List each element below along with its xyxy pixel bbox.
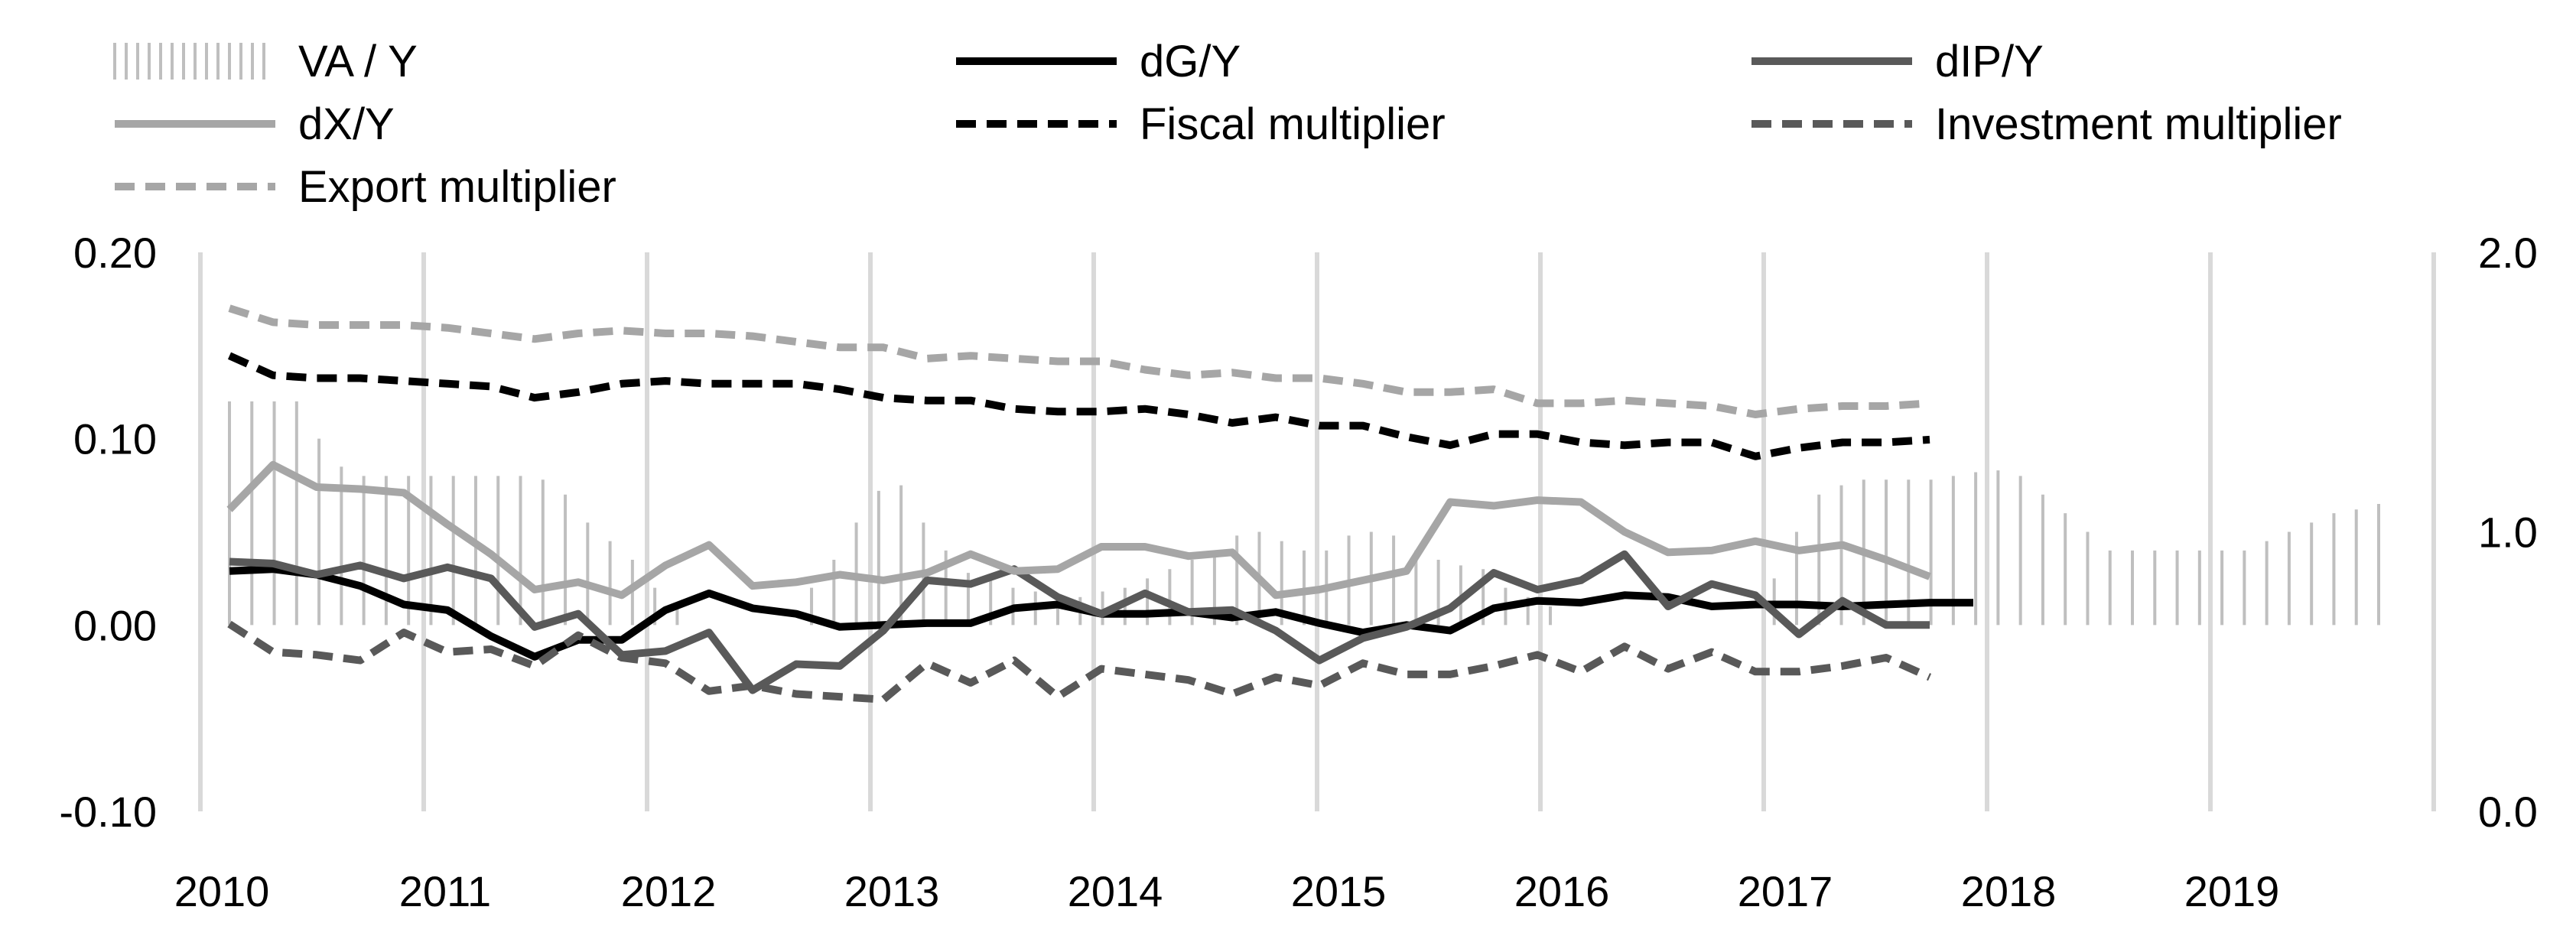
legend-label: Investment multiplier [1935,99,2342,149]
x-axis-tick-label: 2019 [2184,867,2280,915]
right-axis-tick-label: 0.0 [2478,788,2538,836]
legend-item: Fiscal multiplier [956,99,1446,149]
legend-item: VA / Y [113,37,418,86]
x-axis-tick-label: 2013 [844,867,940,915]
x-axis-tick-label: 2010 [174,867,270,915]
legend-label: dIP/Y [1935,37,2044,86]
x-axis-tick-label: 2015 [1291,867,1387,915]
left-axis-tick-label: 0.10 [73,415,157,463]
legend-item: Investment multiplier [1751,99,2342,149]
axes: -0.10 0.00 0.10 0.20 0.0 1.0 2.0 2010 2011 2012 20… [59,229,2538,915]
x-axis-tick-label: 2012 [621,867,717,915]
dx-y-line [226,460,1931,600]
legend-item: dG/Y [956,37,1241,86]
grid-layer [198,252,2436,811]
legend-label: VA / Y [298,37,418,86]
fiscal-multiplier-line [227,352,1930,460]
legend-label: dX/Y [298,99,395,149]
dip-y-line [229,550,1930,694]
right-axis-tick-label: 2.0 [2478,229,2538,277]
legend-label: Export multiplier [298,162,616,212]
export-multiplier-line [228,304,1930,418]
left-axis-tick-label: -0.10 [59,788,157,836]
legend-label: Fiscal multiplier [1140,99,1446,149]
legend: VA / Y dG/Y dIP/Y dX/Y Fiscal multiplier Inve… [113,37,2342,212]
x-axis-tick-label: 2011 [399,867,491,915]
legend-item: dIP/Y [1751,37,2044,86]
right-axis-tick-label: 1.0 [2478,509,2538,557]
x-axis-tick-label: 2017 [1738,867,1833,915]
legend-item: Export multiplier [115,162,616,212]
left-axis-tick-label: 0.20 [73,229,157,277]
series-lines [226,304,1973,704]
left-axis-tick-label: 0.00 [73,601,157,649]
legend-label: dG/Y [1140,37,1241,86]
legend-item: dX/Y [115,99,395,149]
x-axis-tick-label: 2016 [1514,867,1610,915]
investment-multiplier-line [227,620,1932,704]
x-axis-tick-label: 2014 [1068,867,1163,915]
x-axis-tick-label: 2018 [1961,867,2057,915]
